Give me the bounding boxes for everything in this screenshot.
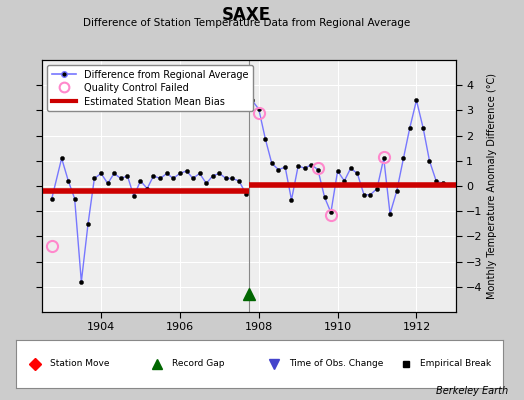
Text: Berkeley Earth: Berkeley Earth: [436, 386, 508, 396]
Text: Empirical Break: Empirical Break: [420, 360, 492, 368]
Text: SAXE: SAXE: [222, 6, 271, 24]
Text: Station Move: Station Move: [50, 360, 110, 368]
Legend: Difference from Regional Average, Quality Control Failed, Estimated Station Mean: Difference from Regional Average, Qualit…: [47, 65, 253, 111]
Text: Difference of Station Temperature Data from Regional Average: Difference of Station Temperature Data f…: [83, 18, 410, 28]
Text: Time of Obs. Change: Time of Obs. Change: [289, 360, 383, 368]
Y-axis label: Monthly Temperature Anomaly Difference (°C): Monthly Temperature Anomaly Difference (…: [487, 73, 497, 299]
Text: Record Gap: Record Gap: [172, 360, 224, 368]
